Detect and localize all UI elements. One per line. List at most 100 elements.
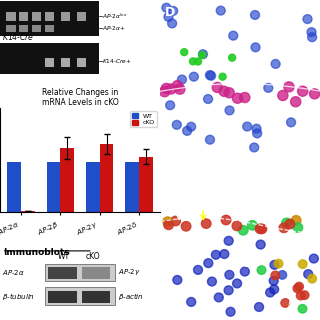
Circle shape xyxy=(304,270,313,278)
Circle shape xyxy=(166,84,176,94)
Circle shape xyxy=(309,254,318,263)
Bar xyxy=(45,12,54,21)
Circle shape xyxy=(201,219,211,228)
Circle shape xyxy=(254,303,263,311)
Circle shape xyxy=(257,224,267,234)
Circle shape xyxy=(205,135,214,144)
Legend: WT, cKO: WT, cKO xyxy=(130,111,157,127)
Circle shape xyxy=(204,259,213,268)
Circle shape xyxy=(295,282,303,291)
Bar xyxy=(82,291,110,303)
Circle shape xyxy=(308,33,316,42)
Circle shape xyxy=(178,75,187,84)
Title: Relative Changes in
mRNA Levels in cKO: Relative Changes in mRNA Levels in cKO xyxy=(42,88,118,107)
Bar xyxy=(60,148,74,212)
Bar xyxy=(48,267,77,279)
Bar xyxy=(61,12,70,21)
Circle shape xyxy=(251,11,260,20)
Circle shape xyxy=(173,276,182,284)
Circle shape xyxy=(163,217,172,226)
Circle shape xyxy=(287,118,296,127)
Circle shape xyxy=(278,91,288,100)
Bar xyxy=(7,163,21,212)
Circle shape xyxy=(164,220,173,229)
Circle shape xyxy=(264,84,273,92)
Circle shape xyxy=(164,12,173,21)
Circle shape xyxy=(220,250,229,259)
Circle shape xyxy=(199,52,206,58)
Bar xyxy=(0,43,99,74)
Circle shape xyxy=(300,291,309,300)
Circle shape xyxy=(293,284,302,293)
Circle shape xyxy=(169,6,178,15)
Circle shape xyxy=(172,120,181,129)
Circle shape xyxy=(252,124,261,133)
Circle shape xyxy=(256,240,265,249)
Circle shape xyxy=(175,84,185,94)
Bar xyxy=(100,144,113,212)
Circle shape xyxy=(212,82,222,92)
Circle shape xyxy=(291,97,301,107)
Circle shape xyxy=(224,286,233,295)
Circle shape xyxy=(161,84,172,93)
Text: Immunoblots: Immunoblots xyxy=(3,248,70,257)
Circle shape xyxy=(269,276,278,285)
Circle shape xyxy=(233,279,242,288)
Circle shape xyxy=(232,93,243,103)
Bar xyxy=(19,25,28,32)
Circle shape xyxy=(307,28,316,36)
Circle shape xyxy=(187,122,196,131)
Circle shape xyxy=(278,271,287,279)
Circle shape xyxy=(298,305,307,313)
Circle shape xyxy=(232,221,242,231)
Bar xyxy=(86,163,100,212)
Circle shape xyxy=(270,260,279,269)
Circle shape xyxy=(207,71,216,80)
Circle shape xyxy=(247,220,257,230)
Bar xyxy=(77,12,86,21)
Circle shape xyxy=(226,307,235,316)
Circle shape xyxy=(181,49,188,56)
Circle shape xyxy=(251,43,260,52)
Circle shape xyxy=(194,266,203,274)
Bar xyxy=(6,25,16,32)
Circle shape xyxy=(270,285,279,294)
Text: $\beta$-actin: $\beta$-actin xyxy=(118,291,144,302)
Text: WT: WT xyxy=(58,252,70,261)
Circle shape xyxy=(285,219,295,229)
Bar xyxy=(45,264,115,281)
Circle shape xyxy=(250,143,259,152)
Bar xyxy=(61,58,70,67)
Text: $AP$-$2\alpha$: $AP$-$2\alpha$ xyxy=(2,268,24,277)
Text: epi: epi xyxy=(278,55,291,64)
Circle shape xyxy=(284,82,294,92)
Circle shape xyxy=(224,236,233,245)
Circle shape xyxy=(198,50,207,59)
Circle shape xyxy=(296,291,305,300)
Circle shape xyxy=(189,58,196,65)
Bar xyxy=(45,58,54,67)
Circle shape xyxy=(292,216,301,225)
Bar xyxy=(32,25,41,32)
Bar xyxy=(0,2,99,36)
Bar xyxy=(45,287,115,305)
Text: cKO: cKO xyxy=(85,252,100,261)
Bar xyxy=(6,12,16,21)
Text: $AP$-$2\alpha$+: $AP$-$2\alpha$+ xyxy=(102,24,126,32)
Bar xyxy=(82,267,110,279)
Circle shape xyxy=(183,126,192,135)
Circle shape xyxy=(225,270,234,279)
Circle shape xyxy=(204,95,212,103)
Circle shape xyxy=(257,266,266,274)
Bar xyxy=(48,291,77,303)
Circle shape xyxy=(162,3,171,12)
Bar xyxy=(32,12,41,21)
Text: de: de xyxy=(264,118,275,127)
Text: de: de xyxy=(243,260,254,269)
Circle shape xyxy=(219,73,226,80)
Circle shape xyxy=(214,293,223,302)
Circle shape xyxy=(281,299,290,307)
Circle shape xyxy=(212,250,220,259)
Circle shape xyxy=(298,86,308,96)
Circle shape xyxy=(240,92,250,102)
